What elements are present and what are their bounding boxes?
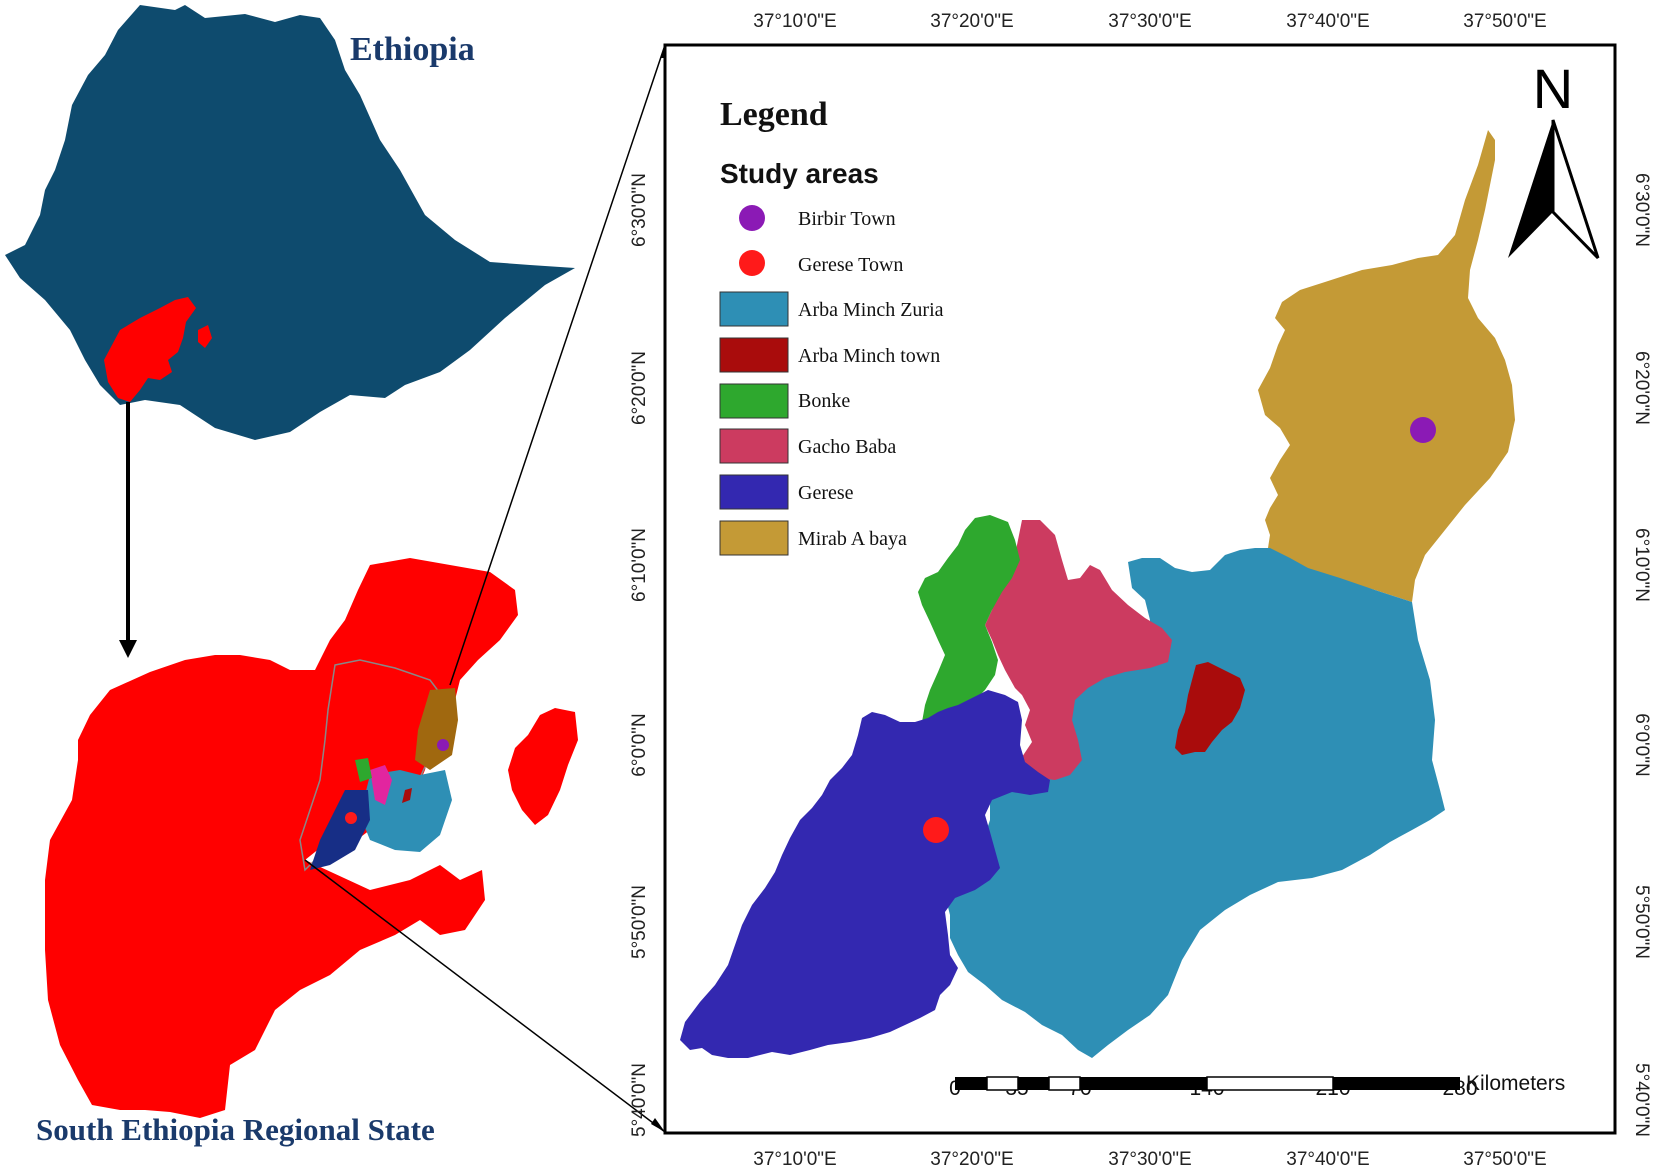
main-map: 37°10'0"E 37°20'0"E 37°30'0"E 37°40'0"E … [629,11,1652,1170]
legend-label-arba-minch-town: Arba Minch town [798,345,940,367]
small-arba-minch-town [402,788,412,803]
legend-swatch-gerese [719,474,789,510]
small-mirab-abaya [415,688,458,770]
lon-label-bottom-5: 37°50'0"E [1463,1149,1546,1170]
lon-label-top-5: 37°50'0"E [1463,11,1546,32]
south-region-shape [45,558,518,1118]
lon-label-bottom-1: 37°10'0"E [753,1149,836,1170]
ethiopia-inset: Ethiopia [5,5,575,440]
area-bonke [918,515,1020,730]
lon-label-top-3: 37°30'0"E [1108,11,1191,32]
graticule-bottom: 37°10'0"E 37°20'0"E 37°30'0"E 37°40'0"E … [753,1149,1546,1170]
town-birbir [1410,417,1436,443]
legend-swatch-gacho-baba [719,428,789,464]
south-region-fragment [198,325,212,348]
small-birbir-town [437,739,449,751]
ethiopia-country-shape [5,5,575,440]
graticule-right: 6°30'0"N 6°20'0"N 6°10'0"N 6°0'0"N 5°50'… [1631,173,1652,1137]
zoom-connectors [304,44,670,1133]
scale-unit: Kilometers [1466,1072,1565,1095]
legend-swatch-mirab-abaya [719,520,789,556]
lon-label-bottom-3: 37°30'0"E [1108,1149,1191,1170]
lat-label-right-4: 6°0'0"N [1631,713,1652,776]
lat-label-left-3: 6°10'0"N [629,528,650,602]
legend-label-bonke: Bonke [798,390,850,412]
legend-label-gerese-town: Gerese Town [798,254,903,276]
legend-label-gacho-baba: Gacho Baba [798,436,896,458]
lon-label-bottom-2: 37°20'0"E [930,1149,1013,1170]
south-region-highlight [104,297,196,402]
small-gerese-town [345,812,357,824]
area-mirab-abaya [1258,130,1515,602]
town-gerese [923,817,949,843]
legend-swatch-birbir-town [739,205,765,231]
legend-subtitle: Study areas [720,158,879,189]
lat-label-left-1: 6°30'0"N [629,173,650,247]
north-arrow: N [1508,57,1600,260]
lon-label-top-2: 37°20'0"E [930,11,1013,32]
scale-seg-5 [1080,1077,1207,1090]
legend-label-gerese: Gerese [798,482,854,504]
lat-label-left-6: 5°40'0"N [629,1063,650,1137]
scale-seg-3 [1018,1077,1049,1090]
scale-seg-2 [986,1076,1019,1091]
small-gacho-baba [370,765,392,805]
north-arrow-left-half [1508,120,1553,258]
legend-label-arba-minch-zuria: Arba Minch Zuria [798,299,944,321]
legend-swatch-bonke [719,383,789,419]
scale-seg-6 [1206,1076,1334,1091]
south-region-inset: South Ethiopia Regional State [36,558,578,1147]
ethiopia-title: Ethiopia [350,31,475,68]
legend-label-mirab-abaya: Mirab A baya [798,528,907,550]
lat-label-right-6: 5°40'0"N [1631,1063,1652,1137]
area-gerese [680,690,1050,1058]
south-region-east-fragment [508,708,578,825]
scale-seg-1 [955,1077,987,1090]
small-bonke [355,758,372,782]
scale-seg-4 [1048,1076,1081,1091]
lon-label-bottom-4: 37°40'0"E [1286,1149,1369,1170]
lat-label-right-5: 5°50'0"N [1631,885,1652,959]
lat-label-right-1: 6°30'0"N [1631,173,1652,247]
area-gacho-baba [985,520,1172,780]
graticule-top: 37°10'0"E 37°20'0"E 37°30'0"E 37°40'0"E … [753,11,1546,32]
inset-arrow [119,402,137,658]
area-arba-minch-town [1175,662,1245,755]
north-arrow-right-half [1551,119,1600,260]
legend-swatch-gerese-town [739,250,765,276]
legend-title: Legend [720,96,828,133]
small-gerese [310,790,370,870]
lat-label-right-2: 6°20'0"N [1631,351,1652,425]
legend-label-birbir-town: Birbir Town [798,208,896,230]
area-arba-minch-zuria [945,548,1445,1058]
lon-label-top-1: 37°10'0"E [753,11,836,32]
legend: Legend Study areas Birbir Town Gerese To… [719,96,944,556]
region-title: South Ethiopia Regional State [36,1112,435,1147]
scale-seg-7 [1333,1077,1460,1090]
graticule-left: 6°30'0"N 6°20'0"N 6°10'0"N 6°0'0"N 5°50'… [629,173,650,1137]
north-arrow-label: N [1533,57,1573,120]
lat-label-left-5: 5°50'0"N [629,885,650,959]
scale-bar: 0 35 70 140 210 280 Kilometers [949,1072,1565,1100]
lon-label-top-4: 37°40'0"E [1286,11,1369,32]
legend-swatch-arba-minch-zuria [719,291,789,327]
lat-label-right-3: 6°10'0"N [1631,528,1652,602]
lat-label-left-4: 6°0'0"N [629,713,650,776]
lat-label-left-2: 6°20'0"N [629,351,650,425]
legend-swatch-arba-minch-town [719,337,789,373]
